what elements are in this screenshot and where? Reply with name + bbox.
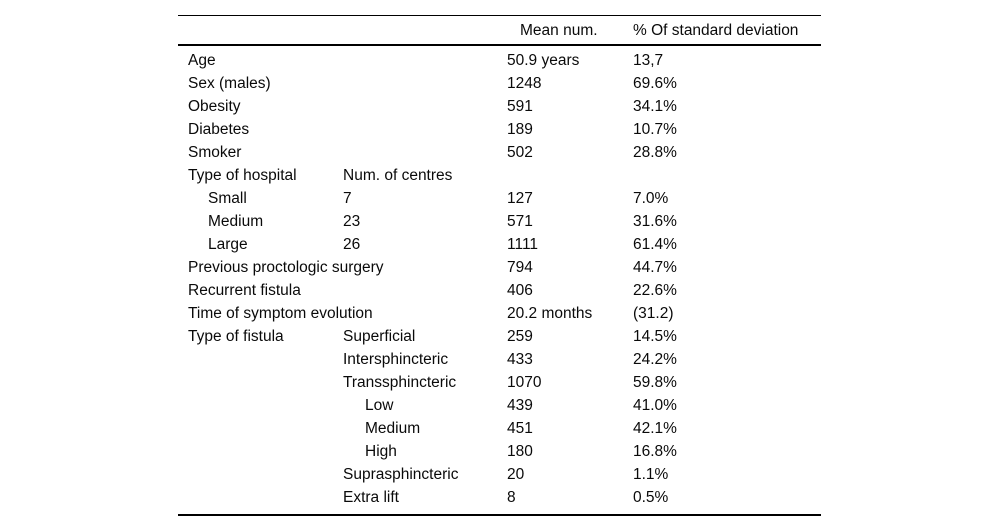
table-row: Intersphincteric 433 24.2% bbox=[178, 348, 821, 371]
row-sub-label-cell: Medium bbox=[365, 420, 421, 438]
row-percent-cell: 41.0% bbox=[633, 397, 677, 415]
table-row: Low 439 41.0% bbox=[178, 394, 821, 417]
table-row: Obesity 591 34.1% bbox=[178, 95, 821, 118]
row-sub-label-cell: Transsphincteric bbox=[343, 374, 457, 392]
row-sub-label-cell: 23 bbox=[343, 213, 361, 231]
row-percent-cell: 14.5% bbox=[633, 328, 677, 346]
row-mean-num-cell: 1070 bbox=[507, 374, 542, 392]
row-percent-cell: 10.7% bbox=[633, 121, 677, 139]
table-body: Age 50.9 years 13,7 Sex (males) 1248 69.… bbox=[178, 46, 821, 514]
table-top-rule bbox=[178, 15, 821, 17]
row-percent-cell: 59.8% bbox=[633, 374, 677, 392]
row-percent-cell: (31.2) bbox=[633, 305, 674, 323]
row-label-cell: Recurrent fistula bbox=[188, 282, 301, 300]
row-mean-num-cell: 20 bbox=[507, 466, 525, 484]
table-row: Type of hospital Num. of centres bbox=[178, 164, 821, 187]
table-row: Large 26 1111 61.4% bbox=[178, 233, 821, 256]
row-label-cell: Type of fistula bbox=[188, 328, 284, 346]
column-header-std-deviation: % Of standard deviation bbox=[633, 21, 799, 39]
row-mean-num-cell: 1248 bbox=[507, 75, 542, 93]
table-row: Medium 451 42.1% bbox=[178, 417, 821, 440]
row-label-cell: Previous proctologic surgery bbox=[188, 259, 384, 277]
row-percent-cell: 0.5% bbox=[633, 489, 669, 507]
row-mean-num-cell: 8 bbox=[507, 489, 516, 507]
row-label-cell: Diabetes bbox=[188, 121, 250, 139]
table-row: Small 7 127 7.0% bbox=[178, 187, 821, 210]
row-sub-label-cell: Low bbox=[365, 397, 394, 415]
row-label-cell: Smoker bbox=[188, 144, 242, 162]
row-percent-cell: 7.0% bbox=[633, 190, 669, 208]
row-mean-num-cell: 50.9 years bbox=[507, 52, 580, 70]
row-mean-num-cell: 502 bbox=[507, 144, 533, 162]
table-row: Age 50.9 years 13,7 bbox=[178, 49, 821, 72]
row-mean-num-cell: 20.2 months bbox=[507, 305, 593, 323]
table-row: Extra lift 8 0.5% bbox=[178, 486, 821, 509]
row-sub-label-cell: Num. of centres bbox=[343, 167, 453, 185]
table-row: Transsphincteric 1070 59.8% bbox=[178, 371, 821, 394]
row-mean-num-cell: 406 bbox=[507, 282, 533, 300]
table-row: Sex (males) 1248 69.6% bbox=[178, 72, 821, 95]
row-mean-num-cell: 794 bbox=[507, 259, 533, 277]
row-mean-num-cell: 439 bbox=[507, 397, 533, 415]
row-percent-cell: 13,7 bbox=[633, 52, 664, 70]
table-row: Medium 23 571 31.6% bbox=[178, 210, 821, 233]
row-label-cell: Medium bbox=[208, 213, 264, 231]
row-percent-cell: 42.1% bbox=[633, 420, 677, 438]
row-label-cell: Obesity bbox=[188, 98, 241, 116]
table-row: Diabetes 189 10.7% bbox=[178, 118, 821, 141]
row-mean-num-cell: 180 bbox=[507, 443, 533, 461]
row-label-cell: Time of symptom evolution bbox=[188, 305, 373, 323]
table-header-row: Mean num. % Of standard deviation bbox=[178, 16, 821, 44]
row-percent-cell: 24.2% bbox=[633, 351, 677, 369]
table-row: Previous proctologic surgery 794 44.7% bbox=[178, 256, 821, 279]
table-header-rule bbox=[178, 44, 821, 47]
row-percent-cell: 22.6% bbox=[633, 282, 677, 300]
table-bottom-rule bbox=[178, 514, 821, 516]
row-mean-num-cell: 451 bbox=[507, 420, 533, 438]
row-percent-cell: 1.1% bbox=[633, 466, 669, 484]
row-percent-cell: 31.6% bbox=[633, 213, 677, 231]
row-percent-cell: 16.8% bbox=[633, 443, 677, 461]
row-sub-label-cell: High bbox=[365, 443, 397, 461]
patient-characteristics-table: Mean num. % Of standard deviation Age 50… bbox=[178, 15, 821, 516]
row-sub-label-cell: 26 bbox=[343, 236, 361, 254]
row-label-cell: Large bbox=[208, 236, 248, 254]
row-mean-num-cell: 571 bbox=[507, 213, 533, 231]
row-mean-num-cell: 127 bbox=[507, 190, 533, 208]
row-label-cell: Age bbox=[188, 52, 216, 70]
row-sub-label-cell: Suprasphincteric bbox=[343, 466, 459, 484]
row-label-cell: Type of hospital bbox=[188, 167, 297, 185]
table-row: Suprasphincteric 20 1.1% bbox=[178, 463, 821, 486]
table-row: Smoker 502 28.8% bbox=[178, 141, 821, 164]
row-sub-label-cell: 7 bbox=[343, 190, 352, 208]
table-row: Time of symptom evolution 20.2 months (3… bbox=[178, 302, 821, 325]
row-sub-label-cell: Intersphincteric bbox=[343, 351, 449, 369]
table-row: Recurrent fistula 406 22.6% bbox=[178, 279, 821, 302]
row-percent-cell: 28.8% bbox=[633, 144, 677, 162]
row-sub-label-cell: Extra lift bbox=[343, 489, 399, 507]
row-sub-label-cell: Superficial bbox=[343, 328, 416, 346]
row-mean-num-cell: 1111 bbox=[507, 236, 539, 254]
table-row: High 180 16.8% bbox=[178, 440, 821, 463]
row-label-cell: Small bbox=[208, 190, 247, 208]
row-percent-cell: 44.7% bbox=[633, 259, 677, 277]
row-mean-num-cell: 591 bbox=[507, 98, 533, 116]
column-header-mean-num: Mean num. bbox=[520, 21, 598, 39]
row-label-cell: Sex (males) bbox=[188, 75, 271, 93]
row-mean-num-cell: 433 bbox=[507, 351, 533, 369]
row-percent-cell: 34.1% bbox=[633, 98, 677, 116]
row-mean-num-cell: 189 bbox=[507, 121, 533, 139]
table-row: Type of fistula Superficial 259 14.5% bbox=[178, 325, 821, 348]
row-percent-cell: 61.4% bbox=[633, 236, 677, 254]
row-mean-num-cell: 259 bbox=[507, 328, 533, 346]
row-percent-cell: 69.6% bbox=[633, 75, 677, 93]
